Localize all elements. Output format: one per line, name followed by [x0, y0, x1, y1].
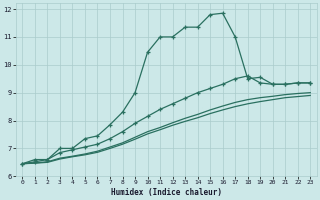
- X-axis label: Humidex (Indice chaleur): Humidex (Indice chaleur): [111, 188, 222, 197]
